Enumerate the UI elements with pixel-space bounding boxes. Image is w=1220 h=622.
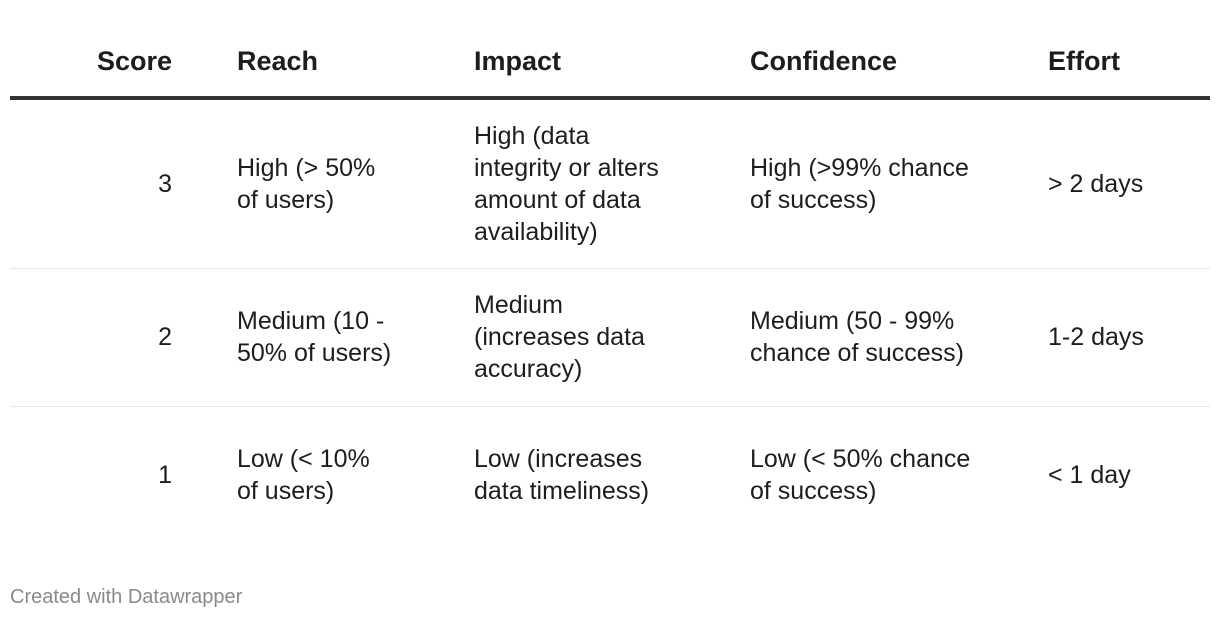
header-score: Score: [10, 0, 190, 100]
confidence-text: Low (< 50% chance of success): [750, 445, 971, 506]
datawrapper-credit-link[interactable]: Created with Datawrapper: [10, 586, 243, 608]
table-row: 2 Medium (10 - 50% of users) Medium (inc…: [10, 268, 1210, 407]
reach-text: Medium (10 - 50% of users): [237, 307, 392, 367]
impact-cell: High (data integrity or alters amount of…: [416, 98, 692, 269]
confidence-cell: Low (< 50% chance of success): [692, 406, 990, 544]
effort-cell: 1-2 days: [990, 268, 1210, 407]
reach-text: High (> 50% of users): [237, 153, 376, 214]
score-cell: 1: [158, 461, 172, 490]
header-effort: Effort: [990, 0, 1210, 100]
reach-text: Low (< 10% of users): [237, 445, 370, 506]
effort-cell: < 1 day: [1048, 461, 1131, 490]
table-body: 3 High (> 50% of users) High (data integ…: [10, 98, 1210, 544]
confidence-text: High (>99% chance of success): [750, 153, 969, 214]
scoring-table: Score Reach Impact Confidence Effort 3 H…: [10, 0, 1210, 544]
header-impact: Impact: [416, 0, 692, 100]
table-header: Score Reach Impact Confidence Effort: [10, 0, 1210, 100]
table-row: 1 Low (< 10% of users) Low (increases da…: [10, 406, 1210, 544]
reach-cell: Medium (10 - 50% of users): [190, 268, 416, 407]
impact-cell: Low (increases data timeliness): [416, 406, 692, 544]
header-confidence: Confidence: [692, 0, 990, 100]
reach-cell: High (> 50% of users): [190, 98, 416, 269]
header-reach: Reach: [190, 0, 416, 100]
impact-cell: Medium (increases data accuracy): [416, 268, 692, 407]
score-cell: 2: [10, 268, 190, 407]
impact-text: High (data integrity or alters amount of…: [474, 121, 659, 246]
impact-text: Low (increases data timeliness): [474, 445, 650, 506]
scoring-table-container: Score Reach Impact Confidence Effort 3 H…: [10, 0, 1210, 544]
header-row: Score Reach Impact Confidence Effort: [10, 0, 1210, 100]
confidence-cell: High (>99% chance of success): [692, 98, 990, 269]
effort-cell: > 2 days: [990, 98, 1210, 269]
table-row: 3 High (> 50% of users) High (data integ…: [10, 98, 1210, 269]
reach-cell: Low (< 10% of users): [190, 406, 416, 544]
confidence-text: Medium (50 - 99% chance of success): [750, 307, 964, 367]
confidence-cell: Medium (50 - 99% chance of success): [692, 268, 990, 407]
impact-text: Medium (increases data accuracy): [474, 291, 645, 383]
score-cell: 3: [10, 98, 190, 269]
